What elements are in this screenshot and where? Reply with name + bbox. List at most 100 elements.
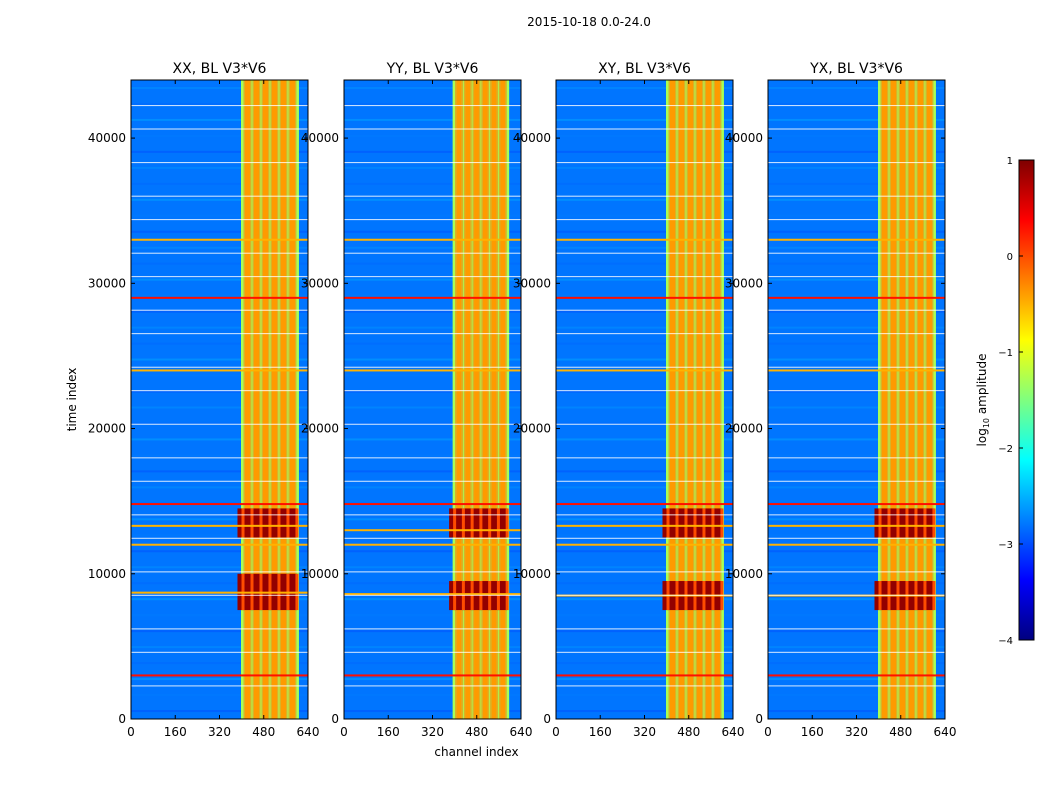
heatmap-bright-stripe [666, 508, 670, 538]
heatmap-texture-row [768, 534, 945, 537]
heatmap-band-hot-stripe [472, 80, 481, 719]
heatmap-band-stripe [683, 80, 688, 719]
heatmap-texture-row [556, 390, 733, 393]
heatmap-texture-row [344, 566, 521, 569]
heatmap-gap-line [768, 276, 945, 278]
heatmap-texture-row [344, 486, 521, 489]
x-tick-label: 640 [510, 725, 533, 739]
heatmap-texture-row [556, 310, 733, 313]
heatmap-texture-row [344, 166, 521, 169]
heatmap-bright-stripe [693, 508, 697, 538]
heatmap-texture-row [131, 710, 308, 713]
heatmap-flag-line [344, 674, 521, 677]
heatmap-gap-line [556, 571, 733, 573]
y-tick-label: 10000 [88, 567, 126, 581]
heatmap-band-stripe [294, 80, 299, 719]
heatmap-flag-line [768, 369, 945, 372]
heatmap-texture-row [768, 454, 945, 457]
heatmap-texture-row [556, 630, 733, 633]
heatmap-texture-row [768, 182, 945, 185]
heatmap-gap-line [768, 128, 945, 130]
heatmap-texture-row [131, 614, 308, 617]
heatmap-texture-row [768, 486, 945, 489]
heatmap-texture-row [344, 374, 521, 377]
heatmap-texture-row [768, 662, 945, 665]
heatmap-panel-4: YX, BL V3*V6 0 160 320 480 640 0 10000 20000 3000… [725, 61, 957, 739]
heatmap-texture-row [131, 182, 308, 185]
heatmap-gap-line [768, 480, 945, 482]
heatmap-texture-row [344, 662, 521, 665]
heatmap-band-stripe [674, 80, 679, 719]
heatmap-texture-row [131, 518, 308, 521]
heatmap-gap-line [344, 571, 521, 573]
heatmap-band-stripe [478, 80, 483, 719]
heatmap-texture-row [556, 710, 733, 713]
heatmap-flag-line [344, 529, 521, 532]
x-tick-label: 320 [421, 725, 444, 739]
heatmap-texture-row [131, 230, 308, 233]
heatmap-gap-line [344, 195, 521, 197]
heatmap-texture-row [344, 326, 521, 329]
heatmap-texture-row [768, 582, 945, 585]
y-tick-label: 20000 [725, 422, 763, 436]
heatmap-texture-row [556, 614, 733, 617]
heatmap-gap-line [344, 366, 521, 368]
heatmap-flag-line [556, 503, 733, 506]
heatmap-gap-line [768, 195, 945, 197]
heatmap-gap-line [768, 366, 945, 368]
heatmap-bright-stripe [453, 508, 457, 538]
y-tick-label: 30000 [301, 276, 339, 290]
x-tick-label: 480 [677, 725, 700, 739]
heatmap-gap-line [556, 333, 733, 335]
heatmap-texture-row [556, 550, 733, 553]
figure-suptitle: 2015-10-18 0.0-24.0 [527, 15, 651, 29]
heatmap-gap-line [131, 571, 308, 573]
heatmap-gap-line [556, 537, 733, 539]
heatmap-texture-row [556, 374, 733, 377]
heatmap-band-stripe [886, 80, 891, 719]
heatmap-texture-row [344, 710, 521, 713]
heatmap-texture-row [768, 598, 945, 601]
heatmap-texture-row [131, 358, 308, 361]
y-tick-label: 40000 [88, 131, 126, 145]
heatmap-texture-row [131, 118, 308, 121]
heatmap-texture-row [344, 470, 521, 473]
heatmap-flag-line [131, 674, 308, 677]
heatmap-gap-line [131, 252, 308, 254]
heatmap-gap-line [556, 685, 733, 687]
heatmap-gap-line [131, 128, 308, 130]
heatmap-texture-row [768, 134, 945, 137]
heatmap-texture-row [556, 294, 733, 297]
heatmap-texture-row [556, 518, 733, 521]
heatmap-flag-line [556, 524, 733, 527]
heatmap-band-stripe [666, 80, 671, 719]
y-tick-label: 0 [331, 712, 339, 726]
heatmap-band-stripe [692, 80, 697, 719]
heatmap-bright-stripe [675, 508, 679, 538]
heatmap-gap-line [131, 390, 308, 392]
heatmap-band-stripe [904, 80, 909, 719]
heatmap-texture-row [556, 678, 733, 681]
heatmap-texture-row [768, 310, 945, 313]
heatmap-bright-stripe [878, 508, 882, 538]
heatmap-band-hot-stripe [704, 80, 713, 719]
heatmap-band-hot-stripe [261, 80, 270, 719]
heatmap-band-stripe [505, 80, 510, 719]
heatmap-texture-row [556, 422, 733, 425]
x-tick-label: 480 [889, 725, 912, 739]
heatmap-texture-row [131, 630, 308, 633]
heatmap-texture-row [556, 566, 733, 569]
heatmap-band-stripe [922, 80, 927, 719]
heatmap-bright-stripe [684, 508, 688, 538]
heatmap-gap-line [768, 457, 945, 459]
heatmap-texture-row [131, 310, 308, 313]
heatmap-gap-line [344, 309, 521, 311]
heatmap-gap-line [556, 309, 733, 311]
heatmap-gap-line [556, 594, 733, 596]
heatmap-gap-line [131, 537, 308, 539]
heatmap-texture-row [768, 646, 945, 649]
x-tick-label: 0 [764, 725, 772, 739]
heatmap-bright-stripe [496, 508, 500, 538]
heatmap-texture-row [131, 374, 308, 377]
y-tick-label: 10000 [725, 567, 763, 581]
